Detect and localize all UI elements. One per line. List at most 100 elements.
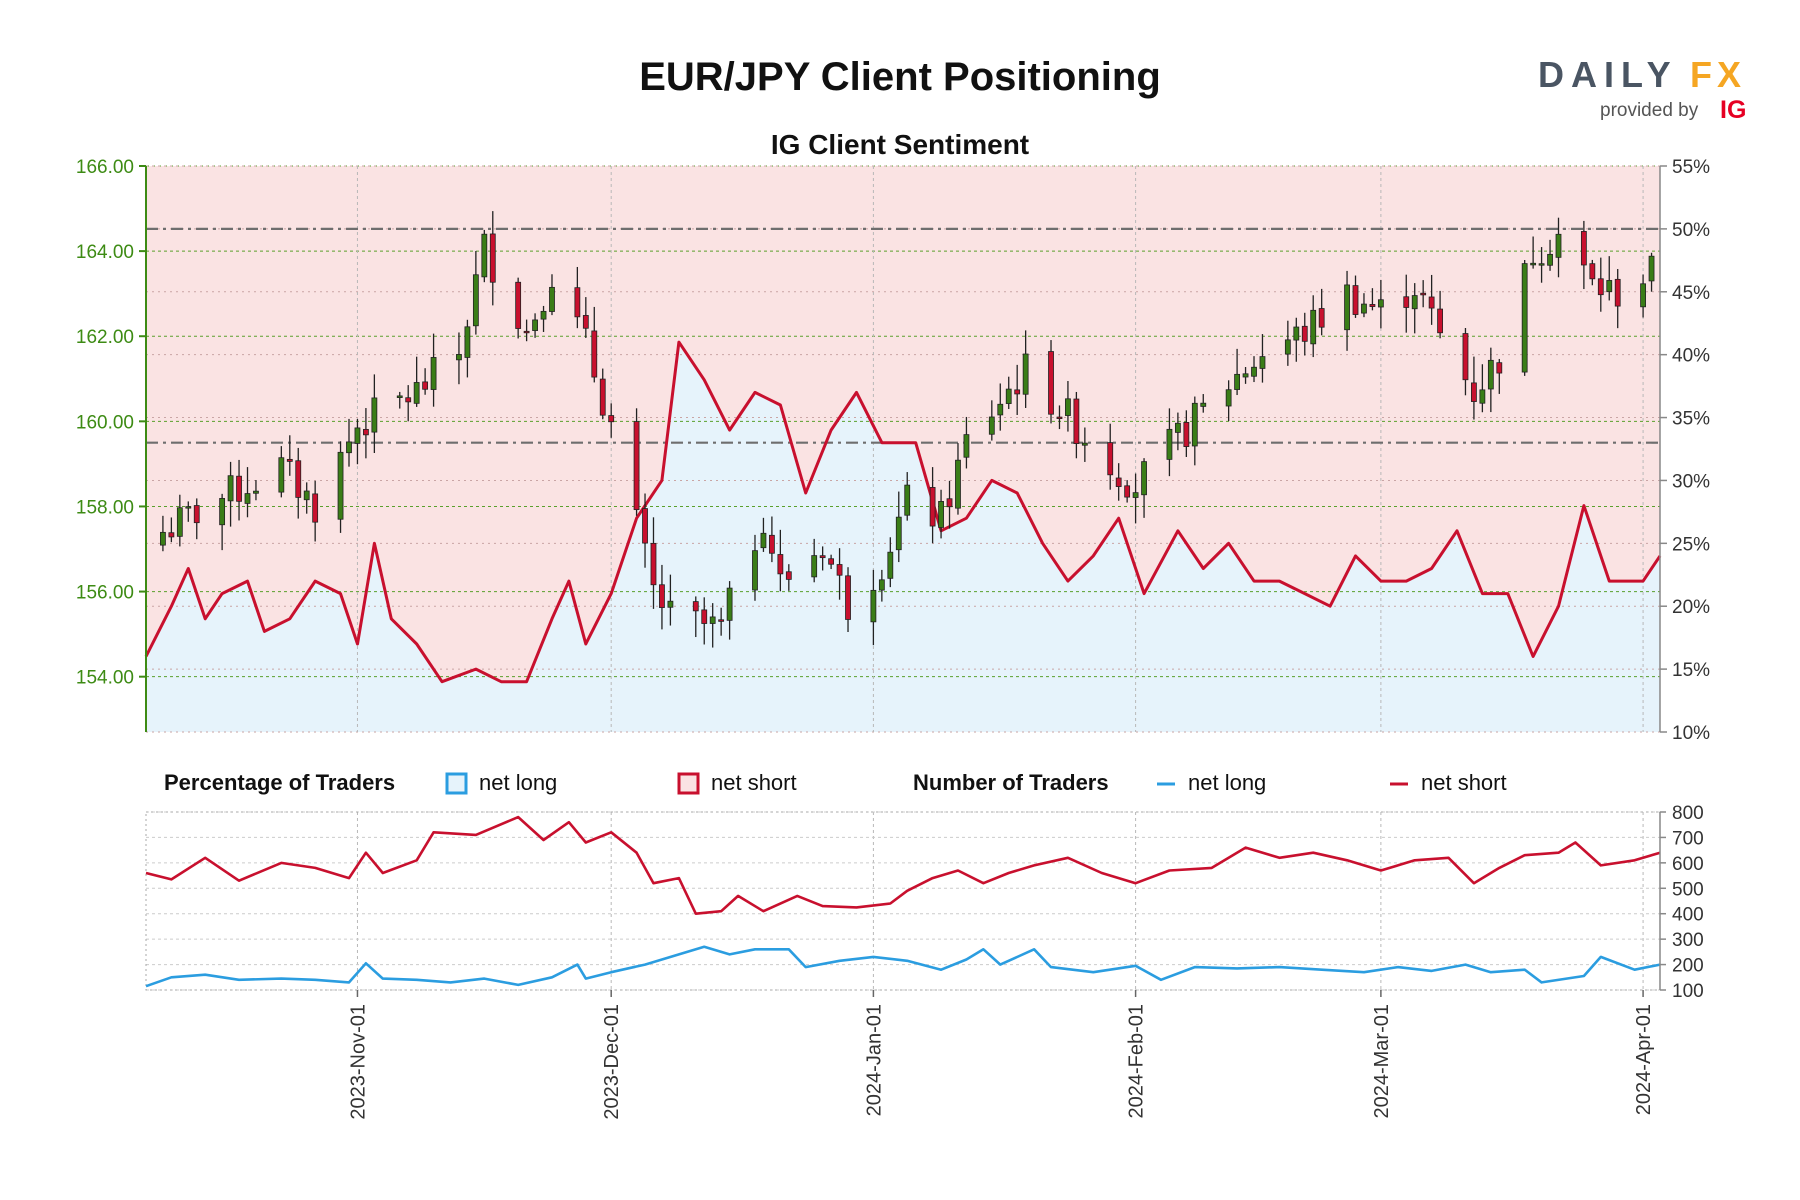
dailyfx-logo: DAILY FX provided by IG [1538, 54, 1746, 124]
candle-body [1251, 366, 1257, 377]
candle [278, 446, 285, 498]
candle-body [1132, 492, 1139, 498]
candlesticks [160, 211, 1655, 648]
candle [422, 368, 429, 395]
right-tick-label: 15% [1672, 660, 1710, 681]
candle [1487, 347, 1494, 413]
x-tick-label: 2024-Apr-01 [1633, 1004, 1655, 1115]
candle [1361, 293, 1367, 318]
legend-num-long-label: net long [1188, 770, 1266, 795]
candle-body [582, 315, 589, 329]
candle-body [1318, 308, 1325, 328]
candle [1081, 427, 1088, 462]
candle [1166, 408, 1173, 477]
candle-body [1115, 477, 1122, 487]
candle [346, 418, 352, 467]
candle-body [811, 555, 818, 578]
candle-body [456, 354, 462, 361]
candle-body [185, 506, 192, 509]
x-tick-label: 2023-Nov-01 [347, 1004, 369, 1120]
candle [286, 435, 293, 476]
candle [642, 493, 648, 568]
candle [312, 480, 319, 542]
candle [811, 538, 818, 583]
candle [1115, 463, 1122, 501]
candle-body [929, 487, 936, 527]
candle [396, 391, 403, 409]
candle [1521, 260, 1528, 376]
candle-body [1174, 422, 1181, 433]
net-long-percentage-line [144, 340, 1662, 684]
candle [549, 274, 555, 316]
candle-body [1420, 292, 1427, 296]
candle [1428, 274, 1435, 325]
candle-body [659, 584, 665, 608]
candle-body [895, 516, 902, 551]
candle-body [1428, 296, 1435, 309]
candle [582, 297, 589, 338]
count-tick-label: 200 [1672, 956, 1704, 977]
count-tick-label: 700 [1672, 828, 1704, 849]
candle-body [608, 415, 615, 423]
candle-body [1530, 262, 1537, 266]
count-tick-label: 500 [1672, 879, 1704, 900]
candle [870, 569, 877, 646]
candle-body [591, 330, 598, 378]
candle [692, 596, 699, 638]
candle-body [1073, 398, 1080, 444]
candle [768, 516, 775, 563]
candle-body [532, 319, 538, 331]
candle-body [1259, 356, 1266, 369]
candle [1547, 239, 1553, 271]
x-tick-label: 2024-Mar-01 [1371, 1004, 1393, 1119]
legend-num-title: Number of Traders [913, 770, 1109, 795]
right-tick-label: 45% [1672, 283, 1710, 304]
legend-num-short-label: net short [1421, 770, 1507, 795]
candle-body [1022, 353, 1029, 395]
candle-body [430, 357, 437, 390]
candle [591, 306, 598, 383]
candle-body [1462, 333, 1469, 381]
candle-body [549, 286, 555, 312]
candle [1471, 356, 1477, 420]
candle-body [946, 498, 953, 508]
right-tick-label: 20% [1672, 597, 1710, 618]
candle [481, 229, 488, 283]
candle [1377, 279, 1384, 329]
candle-body [574, 287, 581, 318]
candle [489, 211, 496, 306]
candle [1614, 269, 1621, 329]
candle [1022, 330, 1029, 408]
candle-body [219, 498, 226, 526]
candle [955, 443, 961, 515]
candle-body [887, 551, 894, 579]
right-tick-label: 35% [1672, 409, 1710, 430]
candle [1234, 348, 1240, 396]
candle-body [955, 459, 961, 509]
candle [1251, 356, 1257, 383]
candle [946, 480, 953, 529]
candle [1530, 236, 1537, 269]
candle [1141, 458, 1147, 518]
candle-body [1648, 255, 1655, 282]
candle-body [236, 475, 242, 502]
candle-body [828, 558, 835, 565]
candle [193, 498, 200, 540]
candle-body [1580, 231, 1587, 266]
candle-body [1521, 263, 1528, 373]
candle [726, 581, 733, 640]
candle [1259, 334, 1266, 383]
candle-body [1597, 278, 1604, 296]
candle-body [1589, 263, 1596, 280]
candle-body [785, 571, 792, 580]
candle-body [1107, 442, 1114, 476]
candle-body [1547, 253, 1553, 266]
candle-body [1496, 362, 1503, 374]
candle [1056, 405, 1063, 430]
candle-body [1056, 416, 1063, 419]
candle-body [836, 564, 843, 576]
right-tick-label: 40% [1672, 346, 1710, 367]
net-long-area [146, 342, 1660, 732]
candle [1403, 274, 1410, 333]
